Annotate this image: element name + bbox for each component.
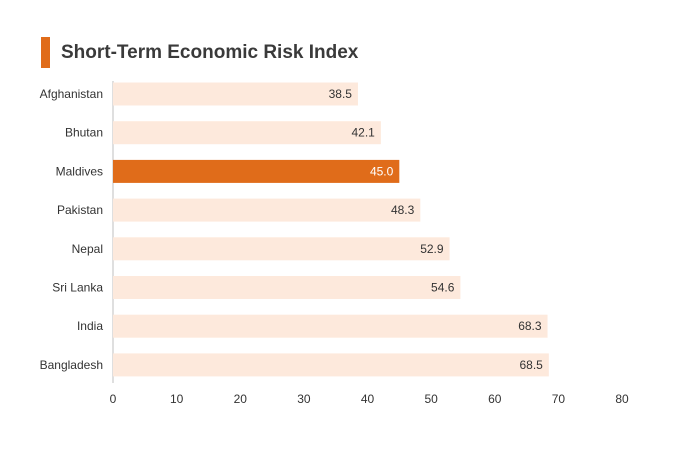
chart-title-block: Short-Term Economic Risk Index [41,37,358,68]
bar-bangladesh [113,353,549,377]
category-label: Nepal [72,242,103,256]
bar-sri-lanka [113,276,461,299]
category-label: Maldives [56,164,103,178]
bar-pakistan [113,198,421,222]
x-tick-label: 0 [110,392,117,406]
category-label: Pakistan [57,203,103,217]
data-label: 45.0 [370,164,394,178]
category-label: India [77,319,103,333]
x-tick-label: 40 [361,392,375,406]
data-label: 68.3 [518,319,542,333]
bar-nepal [113,237,450,261]
x-tick-label: 20 [234,392,248,406]
bar-bhutan [113,121,381,145]
data-label: 52.9 [420,242,444,256]
category-label: Bhutan [65,126,103,140]
x-tick-label: 70 [552,392,566,406]
x-tick-label: 80 [615,392,629,406]
x-tick-label: 10 [170,392,184,406]
title-accent-bar [41,37,50,68]
data-label: 54.6 [431,281,455,295]
x-tick-label: 60 [488,392,502,406]
bar-india [113,314,548,338]
data-label: 68.5 [519,358,543,372]
bar-maldives [113,159,400,183]
x-tick-label: 30 [297,392,311,406]
chart-title: Short-Term Economic Risk Index [61,41,359,63]
category-label: Bangladesh [40,358,103,372]
data-label: 42.1 [352,126,376,140]
x-tick-label: 50 [424,392,438,406]
bar-afghanistan [113,82,358,106]
data-label: 38.5 [329,87,353,101]
data-label: 48.3 [391,203,415,217]
category-label: Afghanistan [40,87,103,101]
category-label: Sri Lanka [52,281,103,295]
